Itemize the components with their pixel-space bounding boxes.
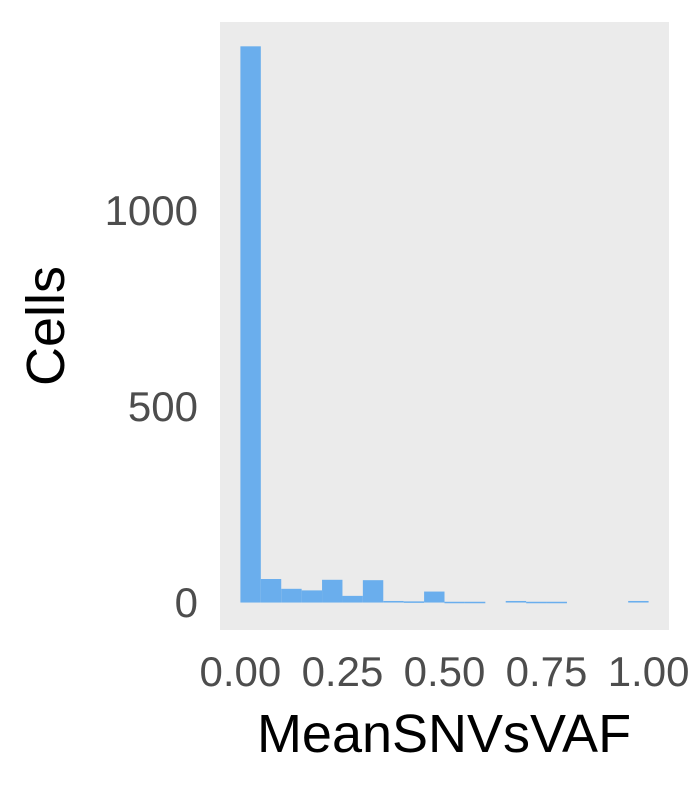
histogram-bar <box>240 46 261 603</box>
y-tick-label: 0 <box>175 579 198 626</box>
y-tick-label: 1000 <box>105 187 198 234</box>
histogram-bar <box>260 579 282 603</box>
histogram-bar <box>362 580 384 603</box>
y-axis-title: Cells <box>16 266 76 386</box>
x-tick-label: 1.00 <box>608 648 690 695</box>
histogram-bar <box>322 579 343 603</box>
histogram-bar <box>342 595 363 603</box>
histogram-bar <box>526 601 547 604</box>
y-tick-label: 500 <box>128 383 198 430</box>
y-axis-ticks: 0 500 1000 <box>105 187 198 626</box>
histogram-bar <box>546 601 567 604</box>
histogram-bar <box>505 600 527 603</box>
plot-panel <box>220 22 669 630</box>
x-axis-ticks: 0.00 0.25 0.50 0.75 1.00 <box>200 648 690 695</box>
x-tick-label: 0.00 <box>200 648 282 695</box>
x-axis-title: MeanSNVsVAF <box>257 704 631 764</box>
histogram-bar <box>444 601 465 604</box>
histogram-bar <box>464 601 486 604</box>
x-tick-label: 0.75 <box>506 648 588 695</box>
histogram-bar <box>281 588 302 603</box>
histogram-bar <box>424 591 445 603</box>
histogram-bar <box>301 590 323 603</box>
histogram-bars <box>240 46 649 604</box>
histogram-bar <box>628 600 649 603</box>
histogram-bar <box>383 600 404 603</box>
x-tick-label: 0.25 <box>302 648 384 695</box>
histogram-bar <box>403 601 425 603</box>
x-tick-label: 0.50 <box>404 648 486 695</box>
